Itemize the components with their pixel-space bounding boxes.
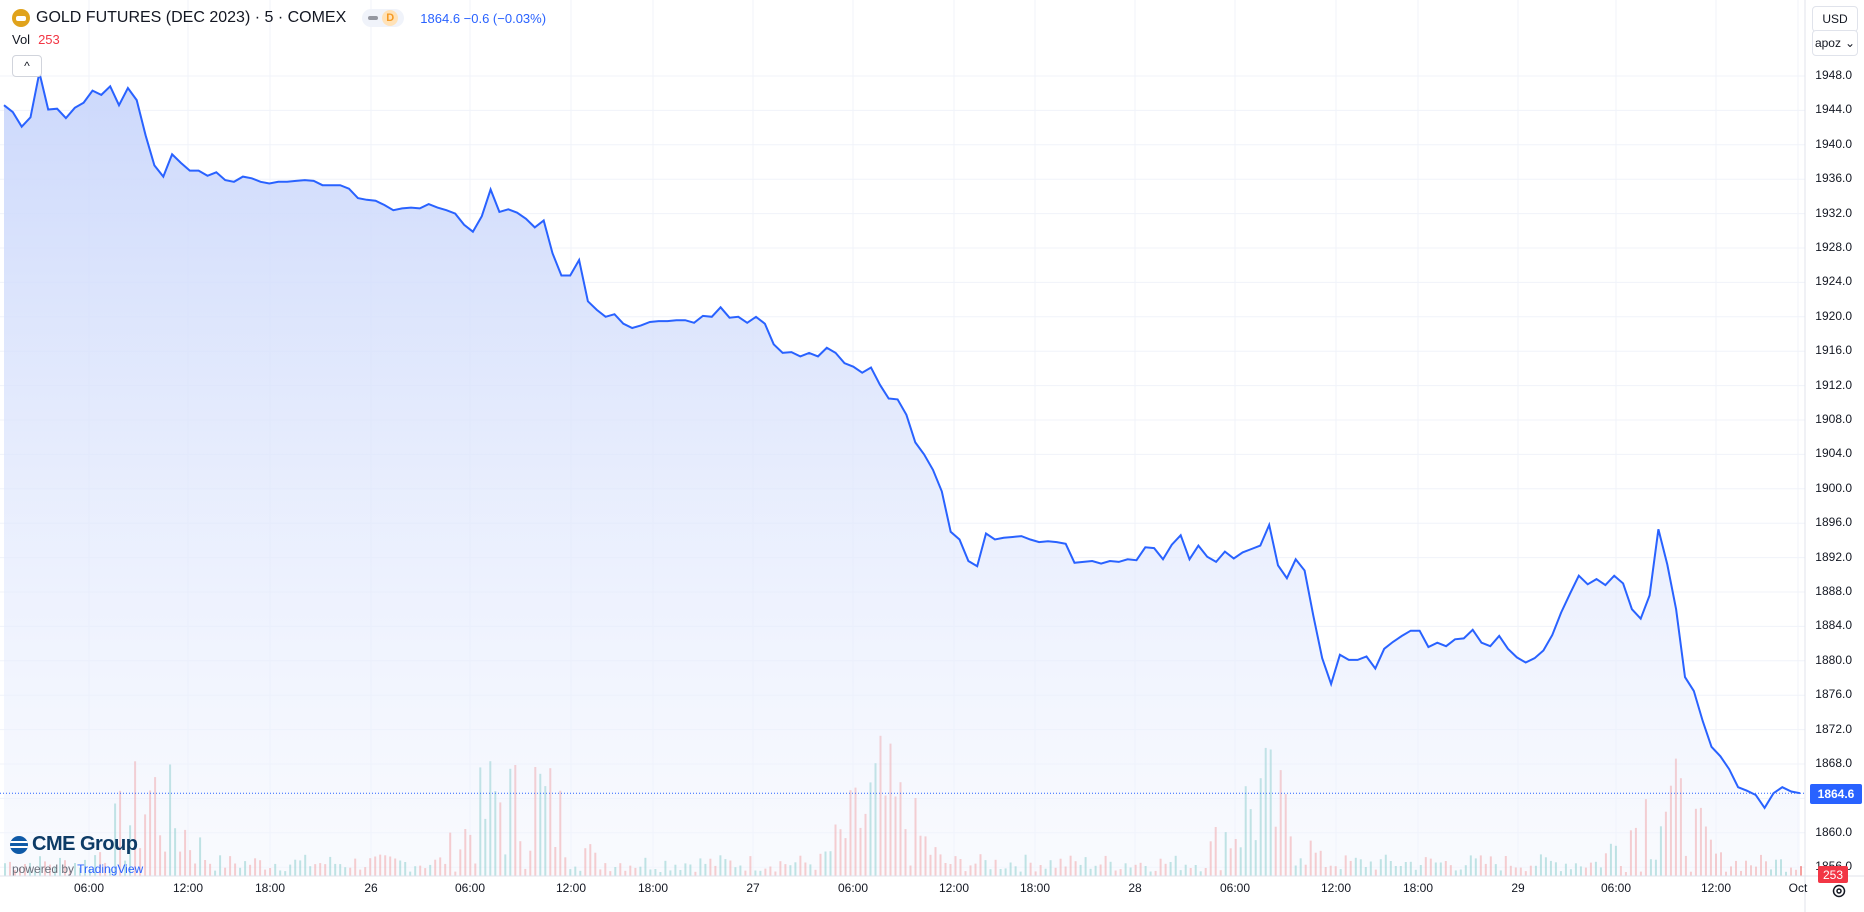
price-tick-label: 1896.0 <box>1815 515 1852 530</box>
interval-pill[interactable]: D <box>362 9 405 27</box>
price-tick-label: 1916.0 <box>1815 343 1852 358</box>
price-tick-label: 1876.0 <box>1815 687 1852 702</box>
price-tick-label: 1880.0 <box>1815 652 1852 667</box>
time-tick-label: 06:00 <box>837 881 869 895</box>
time-tick-label: 29 <box>1511 881 1525 895</box>
price-tick-label: 1872.0 <box>1815 721 1852 736</box>
interval-badge: D <box>382 10 399 26</box>
last-price-tag: 1864.6 <box>1810 784 1862 804</box>
price-tick-label: 1884.0 <box>1815 618 1852 633</box>
unit-dropdown[interactable]: apoz ⌄ <box>1812 30 1858 56</box>
time-tick-label: 26 <box>364 881 378 895</box>
price-tick-label: 1924.0 <box>1815 274 1852 289</box>
time-tick-label: 12:00 <box>1320 881 1352 895</box>
powered-by-prefix: powered by <box>12 862 78 876</box>
tradingview-brand: TradingView <box>77 862 144 876</box>
time-tick-label: 12:00 <box>555 881 587 895</box>
price-tick-label: 1944.0 <box>1815 102 1852 117</box>
time-tick-label: 28 <box>1128 881 1142 895</box>
powered-by-link[interactable]: powered by TradingView <box>12 862 143 876</box>
time-tick-label: 06:00 <box>1219 881 1251 895</box>
time-tick-label: 12:00 <box>1700 881 1732 895</box>
volume-legend: Vol 253 <box>12 32 60 47</box>
time-tick-label: 06:00 <box>1600 881 1632 895</box>
unit-label: apoz <box>1814 36 1841 50</box>
cme-group-logo[interactable]: CME Group <box>10 833 138 856</box>
price-tick-label: 1900.0 <box>1815 480 1852 495</box>
price-tick-label: 1940.0 <box>1815 136 1852 151</box>
time-tick-label: 18:00 <box>637 881 669 895</box>
volume-label: Vol <box>12 32 31 47</box>
time-tick-label: 27 <box>746 881 760 895</box>
price-tick-label: 1928.0 <box>1815 240 1852 254</box>
symbol-title[interactable]: GOLD FUTURES (DEC 2023) · 5 · COMEX <box>36 9 347 26</box>
gold-coin-icon <box>12 9 30 27</box>
volume-value: 253 <box>38 32 60 47</box>
collapse-legend-button[interactable]: ^ <box>12 55 42 77</box>
price-area <box>4 72 1800 877</box>
price-tick-label: 1904.0 <box>1815 446 1852 461</box>
pill-dot-icon <box>368 16 379 20</box>
volume-tag: 253 <box>1818 866 1848 883</box>
chevron-up-icon: ^ <box>24 59 30 73</box>
price-tick-label: 1932.0 <box>1815 205 1852 220</box>
time-tick-label: 18:00 <box>1402 881 1434 895</box>
price-tick-label: 1912.0 <box>1815 377 1852 392</box>
price-tick-label: 1948.0 <box>1815 68 1852 82</box>
last-quote: 1864.6 −0.6 (−0.03%) <box>420 10 547 26</box>
gear-icon[interactable] <box>1830 882 1848 900</box>
time-tick-label: Oct <box>1788 881 1808 895</box>
price-line <box>3 72 1801 810</box>
price-tick-label: 1920.0 <box>1815 308 1852 323</box>
price-tick-label: 1860.0 <box>1815 824 1852 839</box>
time-tick-label: 12:00 <box>938 881 970 895</box>
volume-bar <box>1800 866 1802 876</box>
chevron-down-icon: ⌄ <box>1844 36 1856 50</box>
price-tick-label: 1936.0 <box>1815 171 1852 186</box>
price-tick-label: 1908.0 <box>1815 412 1852 426</box>
price-tick-label: 1868.0 <box>1815 756 1852 770</box>
time-tick-label: 06:00 <box>73 881 105 895</box>
time-tick-label: 06:00 <box>454 881 486 895</box>
time-tick-label: 18:00 <box>254 881 286 895</box>
chart-legend: GOLD FUTURES (DEC 2023) · 5 · COMEX D 18… <box>12 8 546 28</box>
currency-button[interactable]: USD <box>1812 6 1858 32</box>
time-tick-label: 18:00 <box>1019 881 1051 895</box>
cme-globe-icon <box>10 835 28 854</box>
time-tick-label: 12:00 <box>172 881 204 895</box>
price-tick-label: 1892.0 <box>1815 549 1852 564</box>
currency-label: USD <box>1822 12 1848 26</box>
price-tick-label: 1888.0 <box>1815 584 1852 598</box>
cme-logo-text: CME Group <box>32 833 138 855</box>
